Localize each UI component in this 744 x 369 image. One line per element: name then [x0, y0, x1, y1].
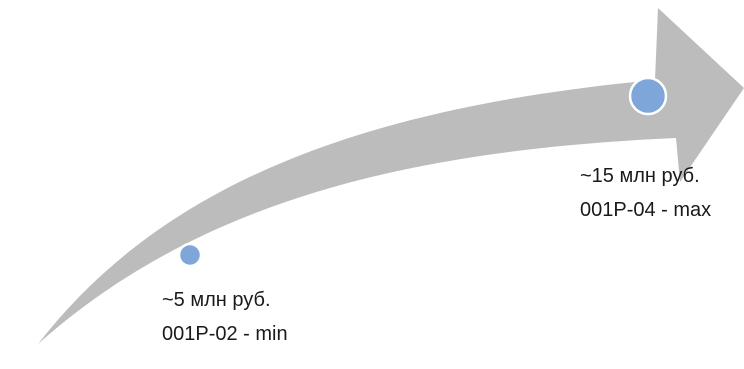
milestone-value-min: ~5 млн руб. — [162, 289, 271, 311]
milestone-label-min: ~5 млн руб. 001P-02 - min — [162, 283, 288, 351]
milestone-code-min: 001P-02 - min — [162, 323, 288, 345]
milestone-marker-min — [177, 242, 203, 268]
milestone-label-max: ~15 млн руб. 001P-04 - max — [580, 159, 711, 227]
milestone-code-max: 001P-04 - max — [580, 199, 712, 221]
milestone-marker-max — [628, 76, 668, 116]
milestone-value-max: ~15 млн руб. — [580, 165, 700, 187]
curved-arrow — [38, 8, 744, 344]
